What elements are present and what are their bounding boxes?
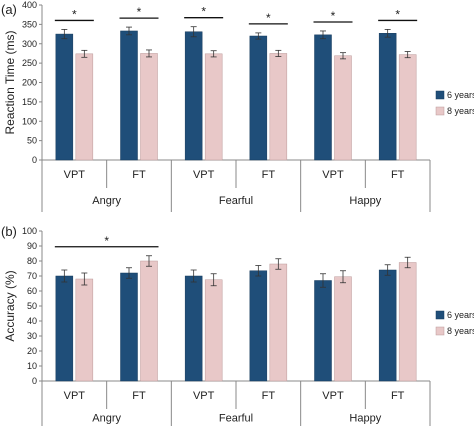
emotion-label: Happy [349,413,381,425]
emotion-label: Angry [92,195,121,207]
y-axis-label: Accuracy (%) [3,270,17,341]
bar-8-years-vpt-0 [75,53,94,161]
condition-label: VPT [322,169,344,181]
significance-star: * [104,234,109,248]
legend-label: 6 years [447,310,474,320]
legend-swatch [435,90,445,100]
condition-label: FT [132,390,146,402]
y-tick-label: 60 [27,286,37,296]
bar-8-years-ft-5 [398,262,417,382]
condition-label: VPT [64,169,86,181]
significance-star: * [266,11,271,25]
y-tick-label: 300 [22,39,37,49]
condition-label: FT [262,390,276,402]
y-axis-label: Reaction Time (ms) [3,30,17,134]
condition-label: FT [391,390,405,402]
chart-panel-0: (a) Reaction Time (ms) 0 50 100 150 200 250 300 3… [1,0,474,212]
legend-swatch [435,106,445,116]
legend-label: 8 years [447,326,474,336]
emotion-label: Angry [92,413,121,425]
y-tick-label: 100 [22,116,37,126]
bar-8-years-vpt-2 [204,53,223,161]
legend-swatch [435,326,445,336]
y-tick-label: 0 [32,155,37,165]
y-tick-label: 20 [27,346,37,356]
bar-8-years-ft-5 [398,54,417,161]
bar-6-years-vpt-4 [314,34,332,161]
condition-label: FT [132,169,146,181]
emotion-label: Fearful [219,413,253,425]
y-tick-label: 70 [27,271,37,281]
y-tick-label: 200 [22,78,37,88]
y-tick-label: 40 [27,316,37,326]
bar-6-years-vpt-0 [55,275,74,382]
bar-6-years-ft-5 [378,269,397,382]
y-tick-label: 90 [27,241,37,251]
y-tick-label: 250 [22,58,37,68]
y-tick-label: 100 [22,226,37,236]
condition-label: VPT [193,390,215,402]
condition-label: FT [262,169,276,181]
y-tick-label: 0 [32,376,37,386]
y-tick-label: 400 [22,0,37,10]
bar-8-years-vpt-4 [334,276,352,382]
legend-swatch [435,310,445,320]
bar-6-years-vpt-4 [314,280,332,382]
emotion-label: Happy [349,195,381,207]
condition-label: VPT [322,390,344,402]
panel-label: (a) [1,2,17,17]
bar-6-years-ft-1 [120,272,138,382]
y-tick-label: 10 [27,361,37,371]
bar-8-years-ft-3 [269,53,288,161]
legend-label: 8 years [447,106,474,116]
y-tick-label: 150 [22,97,37,107]
y-tick-label: 30 [27,331,37,341]
bar-6-years-vpt-0 [55,33,74,161]
significance-star: * [331,9,336,23]
significance-star: * [201,5,206,19]
bar-8-years-vpt-4 [334,55,352,161]
legend-label: 6 years [447,90,474,100]
bar-6-years-ft-5 [378,33,397,161]
y-tick-label: 50 [27,301,37,311]
condition-label: VPT [64,390,86,402]
bar-8-years-vpt-0 [75,278,94,382]
bar-6-years-ft-1 [120,30,138,161]
y-tick-label: 350 [22,19,37,29]
bar-8-years-ft-1 [140,53,158,161]
y-tick-label: 80 [27,256,37,266]
significance-star: * [72,7,77,21]
emotion-label: Fearful [219,195,253,207]
significance-star: * [137,5,142,19]
bar-6-years-ft-3 [249,35,268,161]
condition-label: VPT [193,169,215,181]
chart-panel-1: (b) Accuracy (%) 0 10 20 30 40 50 60 70 80 90 100 VPT… [1,224,474,426]
bar-6-years-vpt-2 [184,275,203,382]
bar-6-years-ft-3 [249,270,268,382]
bar-8-years-ft-3 [269,263,288,382]
y-tick-label: 50 [27,136,37,146]
bar-6-years-vpt-2 [184,31,203,161]
condition-label: FT [391,169,405,181]
bar-8-years-ft-1 [140,260,158,382]
significance-star: * [395,7,400,21]
panel-label: (b) [1,224,17,239]
bar-8-years-vpt-2 [204,279,223,382]
